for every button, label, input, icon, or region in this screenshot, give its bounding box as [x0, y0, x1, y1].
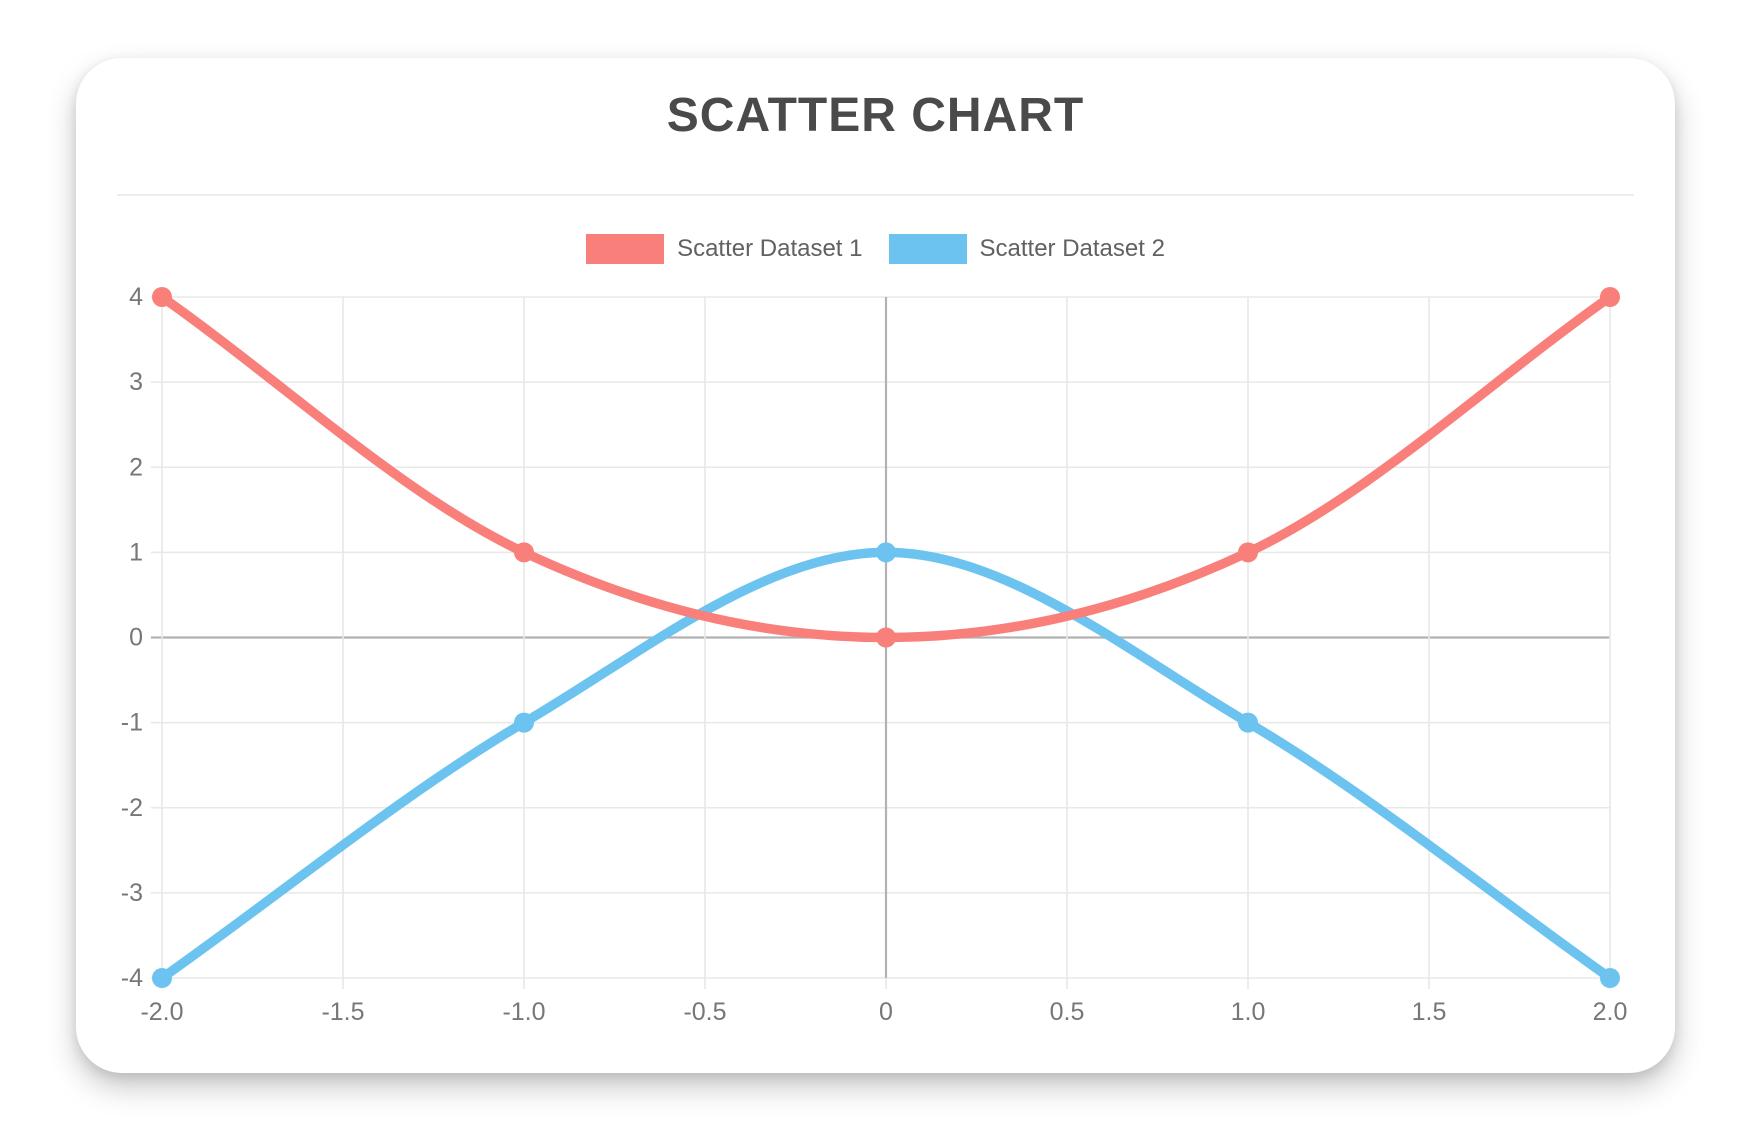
legend-label-dataset-2: Scatter Dataset 2: [979, 235, 1165, 262]
title-divider: [117, 194, 1634, 196]
chart-card: SCATTER CHART Scatter Dataset 1 Scatter …: [76, 58, 1675, 1073]
legend-item-dataset-1[interactable]: Scatter Dataset 1: [586, 234, 863, 264]
legend-label-dataset-1: Scatter Dataset 1: [677, 235, 863, 262]
legend-swatch-dataset-1: [586, 234, 665, 264]
chart-legend: Scatter Dataset 1 Scatter Dataset 2: [76, 234, 1675, 264]
legend-swatch-dataset-2: [888, 234, 967, 264]
legend-item-dataset-2[interactable]: Scatter Dataset 2: [888, 234, 1165, 264]
chart-title: SCATTER CHART: [666, 89, 1085, 142]
